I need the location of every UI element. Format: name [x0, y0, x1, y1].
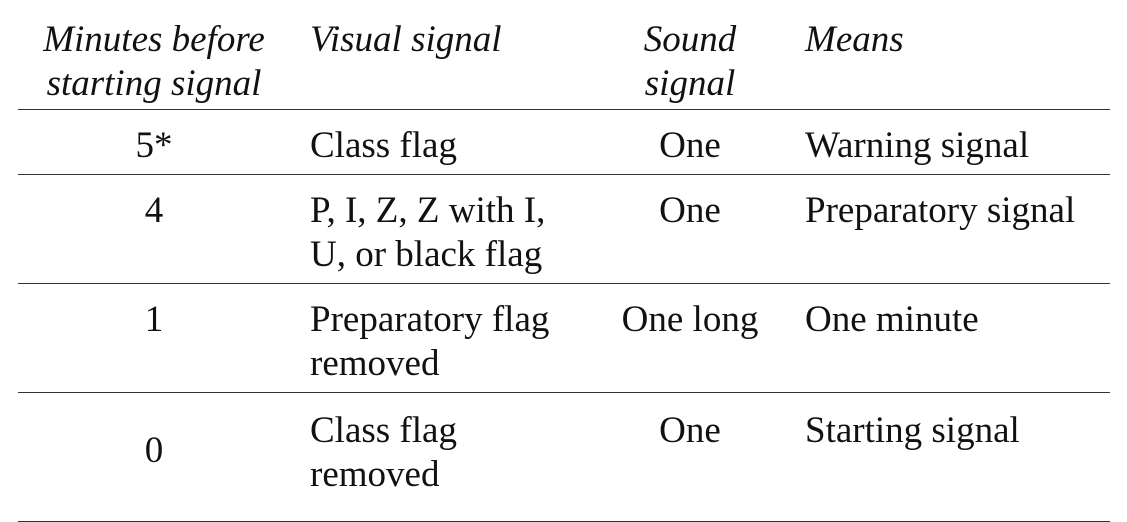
- cell-sound-signal: One long: [595, 283, 785, 393]
- cell-visual-signal: Class flag: [290, 109, 595, 175]
- cell-sound-signal: One: [595, 392, 785, 522]
- cell-means: Warning signal: [785, 109, 1110, 175]
- cell-minutes: 0: [18, 392, 290, 522]
- starting-signals-table: Minutes before starting signal Visual si…: [18, 14, 1110, 522]
- table-row: 1 Preparatory flag removed One long One …: [18, 283, 1110, 393]
- header-minutes-before-start: Minutes before starting signal: [18, 14, 290, 110]
- table-row: 5* Class flag One Warning signal: [18, 109, 1110, 175]
- cell-visual-signal: Class flag removed: [290, 392, 595, 522]
- cell-sound-signal: One: [595, 174, 785, 284]
- cell-means: Preparatory signal: [785, 174, 1110, 284]
- cell-visual-line: Preparatory flag: [310, 299, 550, 340]
- header-sound-line-2: signal: [644, 63, 736, 104]
- cell-visual-line: Class flag: [310, 410, 457, 451]
- cell-sound-signal: One: [595, 109, 785, 175]
- cell-visual-line: Class flag: [310, 125, 457, 166]
- header-visual-signal: Visual signal: [290, 14, 595, 110]
- cell-visual-signal: P, I, Z, Z with I, U, or black flag: [290, 174, 595, 284]
- header-sound-line-1: Sound: [643, 19, 737, 60]
- cell-minutes: 4: [18, 174, 290, 284]
- table-row: 4 P, I, Z, Z with I, U, or black flag On…: [18, 174, 1110, 284]
- cell-visual-line: U, or black flag: [310, 234, 543, 275]
- table-row: 0 Class flag removed One Starting signal: [18, 392, 1110, 522]
- header-means: Means: [785, 14, 1110, 110]
- header-minutes-line-2: starting signal: [46, 63, 262, 104]
- cell-minutes: 1: [18, 283, 290, 393]
- header-sound-signal: Sound signal: [595, 14, 785, 110]
- cell-visual-signal: Preparatory flag removed: [290, 283, 595, 393]
- signal-table-container: Minutes before starting signal Visual si…: [18, 14, 1110, 522]
- cell-minutes: 5*: [18, 109, 290, 175]
- header-minutes-line-1: Minutes before: [43, 19, 265, 60]
- table-header-row: Minutes before starting signal Visual si…: [18, 14, 1110, 110]
- cell-means: One minute: [785, 283, 1110, 393]
- cell-visual-line: removed: [310, 343, 440, 384]
- header-visual-line-1: Visual signal: [310, 19, 502, 60]
- header-means-line-1: Means: [805, 19, 904, 60]
- cell-means: Starting signal: [785, 392, 1110, 522]
- cell-visual-line: removed: [310, 454, 440, 495]
- cell-visual-line: P, I, Z, Z with I,: [310, 190, 546, 231]
